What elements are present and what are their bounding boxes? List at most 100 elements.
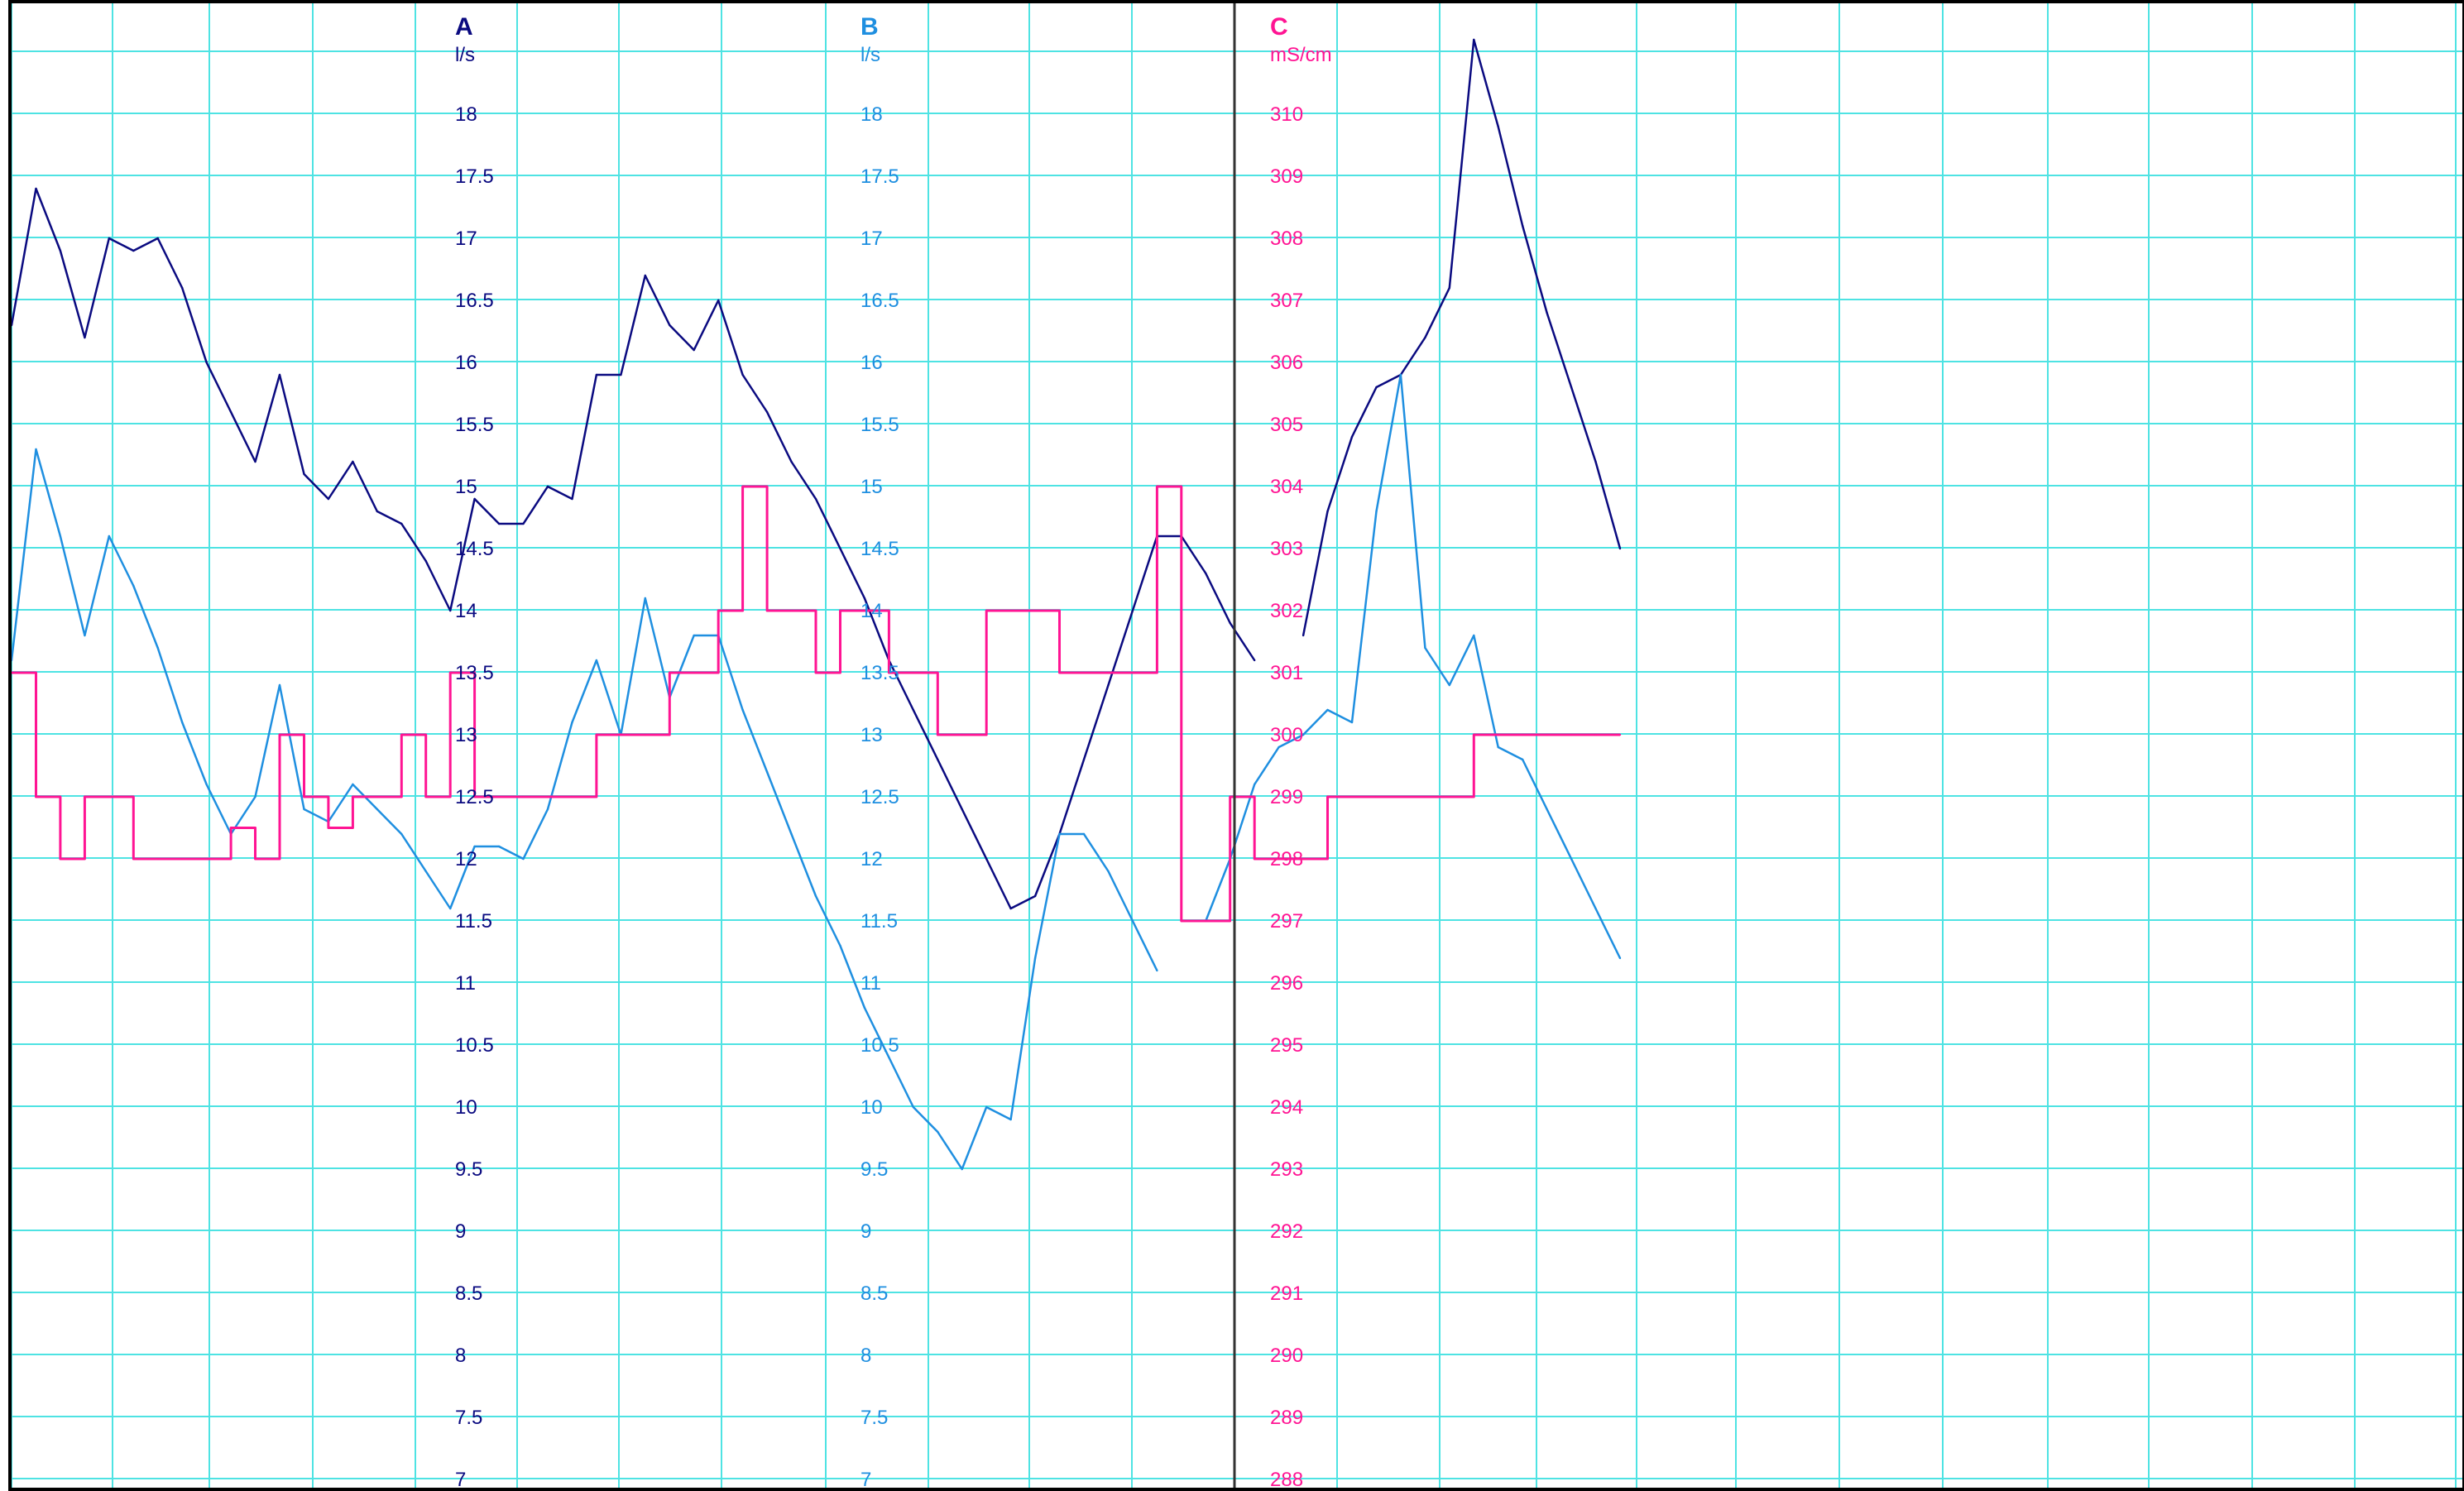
tick-label-A: 13.5	[455, 662, 494, 684]
data-point-C	[1375, 795, 1378, 798]
data-point-B	[644, 597, 646, 600]
data-point-C	[205, 857, 208, 861]
tick-label-C: 295	[1270, 1034, 1303, 1057]
tick-label-B: 9.5	[860, 1158, 888, 1181]
data-point-B	[1009, 1118, 1012, 1121]
data-point-B	[546, 808, 549, 811]
data-point-A	[1375, 386, 1378, 389]
data-point-A	[1082, 758, 1086, 761]
tick-label-B: 16	[860, 352, 883, 374]
data-point-C	[1009, 609, 1012, 612]
data-point-A	[693, 348, 695, 352]
data-point-B	[1375, 510, 1378, 513]
data-point-A	[985, 857, 988, 861]
tick-label-B: 17	[860, 228, 883, 250]
data-point-A	[741, 373, 744, 376]
tick-label-B: 10	[860, 1096, 883, 1119]
data-point-C	[522, 795, 525, 798]
data-point-B	[1302, 733, 1305, 736]
data-point-B	[1522, 758, 1524, 761]
data-point-A	[814, 497, 817, 501]
tick-label-C: 308	[1270, 228, 1303, 250]
tick-label-C: 292	[1270, 1220, 1303, 1243]
data-point-C	[1326, 795, 1329, 798]
tick-label-A: 13	[455, 724, 477, 746]
data-point-A	[1448, 286, 1451, 290]
data-point-C	[693, 671, 695, 674]
data-point-C	[449, 671, 452, 674]
data-point-A	[449, 609, 452, 612]
data-point-A	[1205, 572, 1207, 575]
data-point-A	[132, 249, 135, 252]
data-point-A	[1618, 547, 1622, 550]
data-point-A	[1302, 634, 1305, 637]
data-point-A	[1497, 125, 1499, 128]
data-point-A	[156, 237, 159, 240]
data-point-B	[765, 770, 769, 774]
data-point-C	[1107, 671, 1110, 674]
tick-label-C: 297	[1270, 910, 1303, 932]
data-point-A	[1254, 659, 1256, 662]
tick-label-C: 294	[1270, 1096, 1303, 1119]
data-point-B	[1350, 721, 1354, 724]
data-point-A	[108, 237, 110, 240]
tick-label-C: 310	[1270, 103, 1303, 126]
data-point-B	[1082, 832, 1086, 836]
tick-label-C: 291	[1270, 1282, 1303, 1305]
data-point-B	[497, 845, 501, 848]
data-point-C	[132, 857, 135, 861]
data-point-C	[1546, 733, 1548, 736]
tick-label-C: 298	[1270, 848, 1303, 870]
data-point-B	[741, 708, 744, 712]
data-point-B	[1131, 919, 1134, 923]
data-point-A	[181, 286, 184, 290]
tick-label-B: 7	[860, 1469, 871, 1491]
tick-label-B: 12.5	[860, 786, 899, 808]
data-point-A	[571, 497, 573, 501]
data-point-C	[620, 733, 622, 736]
data-point-C	[1229, 795, 1231, 798]
data-point-A	[35, 187, 37, 190]
data-point-A	[376, 510, 378, 513]
data-point-A	[790, 460, 793, 463]
data-point-B	[254, 795, 256, 798]
data-point-B	[156, 646, 159, 650]
data-point-C	[888, 671, 890, 674]
data-point-B	[912, 1105, 915, 1109]
data-point-C	[1594, 733, 1597, 736]
tick-label-B: 14.5	[860, 538, 899, 560]
data-point-B	[424, 870, 427, 873]
data-point-A	[1350, 435, 1354, 439]
data-point-C	[181, 857, 184, 861]
tick-label-C: 300	[1270, 724, 1303, 746]
tick-label-A: 14	[455, 600, 477, 622]
data-point-A	[595, 373, 598, 376]
data-point-A	[937, 758, 939, 761]
data-point-A	[205, 361, 208, 364]
data-point-C	[35, 795, 37, 798]
data-point-C	[1618, 733, 1622, 736]
axis-title-C: C	[1270, 13, 1288, 41]
data-point-A	[424, 559, 427, 563]
tick-label-B: 8.5	[860, 1282, 888, 1305]
tick-label-C: 307	[1270, 290, 1303, 312]
data-point-B	[278, 683, 281, 687]
data-point-A	[1033, 894, 1037, 898]
tick-label-B: 9	[860, 1220, 871, 1243]
data-point-C	[1058, 671, 1061, 674]
data-point-C	[741, 485, 744, 488]
data-point-C	[108, 795, 110, 798]
data-point-B	[376, 808, 378, 811]
series-line-B	[10, 373, 1622, 1171]
data-point-A	[644, 274, 646, 277]
grid	[11, 3, 2462, 1489]
data-point-B	[961, 1167, 963, 1171]
data-point-B	[1570, 857, 1573, 861]
data-point-B	[693, 634, 695, 637]
tick-label-C: 290	[1270, 1345, 1303, 1367]
tick-label-B: 13	[860, 724, 883, 746]
data-point-B	[985, 1105, 988, 1109]
tick-label-B: 14	[860, 600, 883, 622]
data-point-C	[1399, 795, 1402, 798]
data-point-C	[84, 795, 86, 798]
